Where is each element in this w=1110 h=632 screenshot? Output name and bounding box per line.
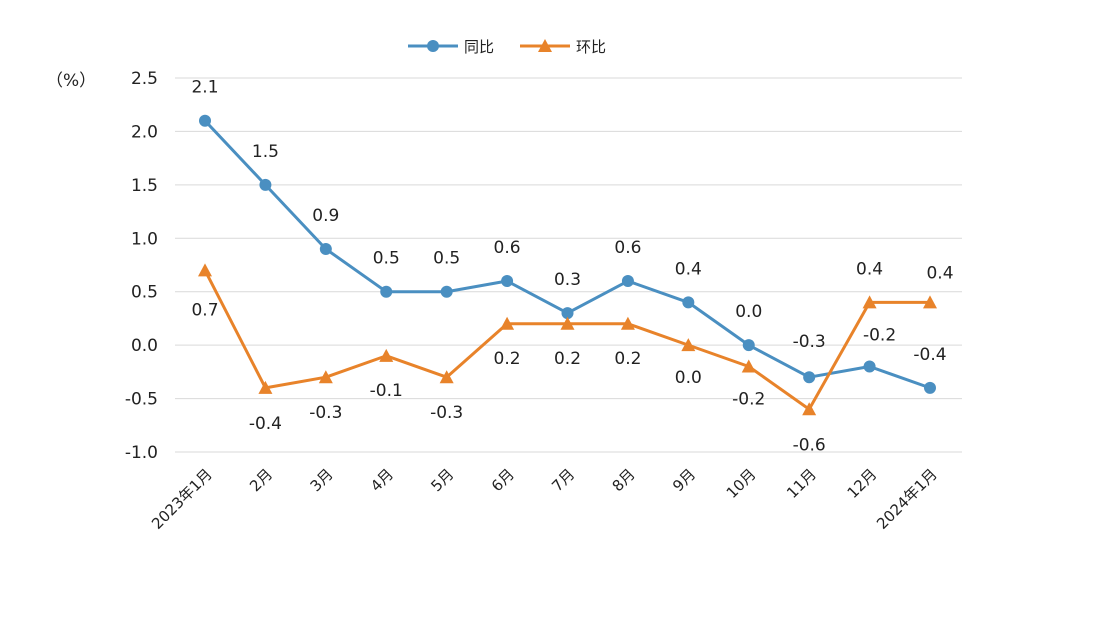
- data-point: [803, 371, 816, 384]
- data-label: -0.1: [370, 381, 403, 401]
- legend-marker: [427, 40, 439, 52]
- y-axis-label: （%）: [46, 71, 96, 91]
- data-label: 2.1: [191, 78, 218, 98]
- data-point: [439, 370, 454, 384]
- series-group: [198, 114, 937, 416]
- data-point: [561, 307, 574, 320]
- data-point: [501, 275, 514, 288]
- data-label: -0.4: [249, 414, 282, 434]
- data-label: 0.2: [614, 349, 641, 369]
- data-label: 0.6: [494, 238, 521, 258]
- data-point: [380, 285, 393, 298]
- data-point: [863, 360, 876, 373]
- data-point: [259, 178, 272, 191]
- data-point: [199, 114, 211, 127]
- x-tick-label: 8月: [609, 465, 639, 495]
- y-tick-label: 1.0: [131, 229, 158, 249]
- data-point: [620, 316, 635, 330]
- data-label: -0.2: [863, 326, 896, 346]
- data-point: [198, 263, 212, 277]
- x-tick-label: 5月: [427, 465, 457, 495]
- grid-lines: [175, 77, 962, 453]
- data-point: [258, 380, 273, 394]
- data-label: 0.2: [494, 349, 521, 369]
- data-point: [741, 359, 756, 373]
- x-tick-label: 6月: [488, 465, 518, 495]
- data-label: 0.2: [554, 349, 581, 369]
- data-point: [379, 348, 394, 362]
- legend-marker: [538, 39, 552, 52]
- x-tick-label: 10月: [723, 465, 760, 502]
- y-tick-label: 0.0: [131, 336, 158, 356]
- data-point: [862, 295, 877, 309]
- data-label: -0.4: [913, 345, 946, 365]
- x-tick-label: 2024年1月: [873, 465, 941, 533]
- data-point: [742, 339, 755, 352]
- y-tick-label: 1.5: [131, 176, 158, 196]
- data-label: -0.6: [793, 435, 826, 455]
- data-point: [682, 296, 695, 309]
- data-label: 0.5: [433, 249, 460, 269]
- data-label: 1.5: [252, 142, 279, 162]
- x-tick-label: 3月: [307, 465, 337, 495]
- data-labels: 2.1 1.5 0.9 0.5 0.5 0.6 0.3 0.6 0.4 0.0 -0.3 -0.2 -0…: [191, 78, 953, 456]
- data-label: -0.2: [732, 390, 765, 410]
- y-tick-label: -1.0: [125, 443, 158, 463]
- data-point: [923, 295, 937, 309]
- data-label: 0.4: [856, 259, 883, 279]
- data-point: [802, 402, 817, 416]
- data-point: [319, 242, 332, 255]
- data-label: -0.3: [793, 332, 826, 352]
- legend-label: 环比: [576, 38, 606, 56]
- x-tick-label: 7月: [548, 465, 578, 495]
- data-label: -0.3: [430, 403, 463, 423]
- y-tick-label: 0.5: [131, 283, 158, 303]
- x-tick-label: 11月: [783, 465, 820, 502]
- x-tick-label: 9月: [669, 465, 699, 495]
- data-point: [924, 381, 936, 394]
- x-tick-label: 2月: [246, 465, 276, 495]
- data-label: 0.7: [191, 300, 218, 320]
- data-point: [318, 370, 333, 384]
- data-label: 0.5: [373, 249, 400, 269]
- x-tick-label: 2023年1月: [148, 465, 216, 533]
- y-tick-label: 2.0: [131, 122, 158, 142]
- legend: 同比 环比: [408, 38, 606, 56]
- data-point: [560, 316, 575, 330]
- x-tick-label: 4月: [367, 465, 397, 495]
- legend-label: 同比: [464, 38, 494, 56]
- data-label: -0.3: [309, 403, 342, 423]
- y-axis-ticks: 2.5 2.0 1.5 1.0 0.5 0.0 -0.5 -1.0: [125, 69, 158, 463]
- data-label: 0.4: [926, 263, 953, 283]
- x-tick-label: 12月: [844, 465, 881, 502]
- data-point: [500, 316, 515, 330]
- data-label: 0.9: [312, 206, 339, 226]
- data-label: 0.6: [614, 238, 641, 258]
- data-label: 0.3: [554, 270, 581, 290]
- data-label: 0.0: [675, 368, 702, 388]
- data-point: [440, 285, 453, 298]
- y-tick-label: -0.5: [125, 390, 158, 410]
- data-label: 0.4: [675, 259, 702, 279]
- data-point: [621, 275, 634, 288]
- data-point: [681, 338, 696, 352]
- y-tick-label: 2.5: [131, 69, 158, 89]
- data-label: 0.0: [735, 302, 762, 322]
